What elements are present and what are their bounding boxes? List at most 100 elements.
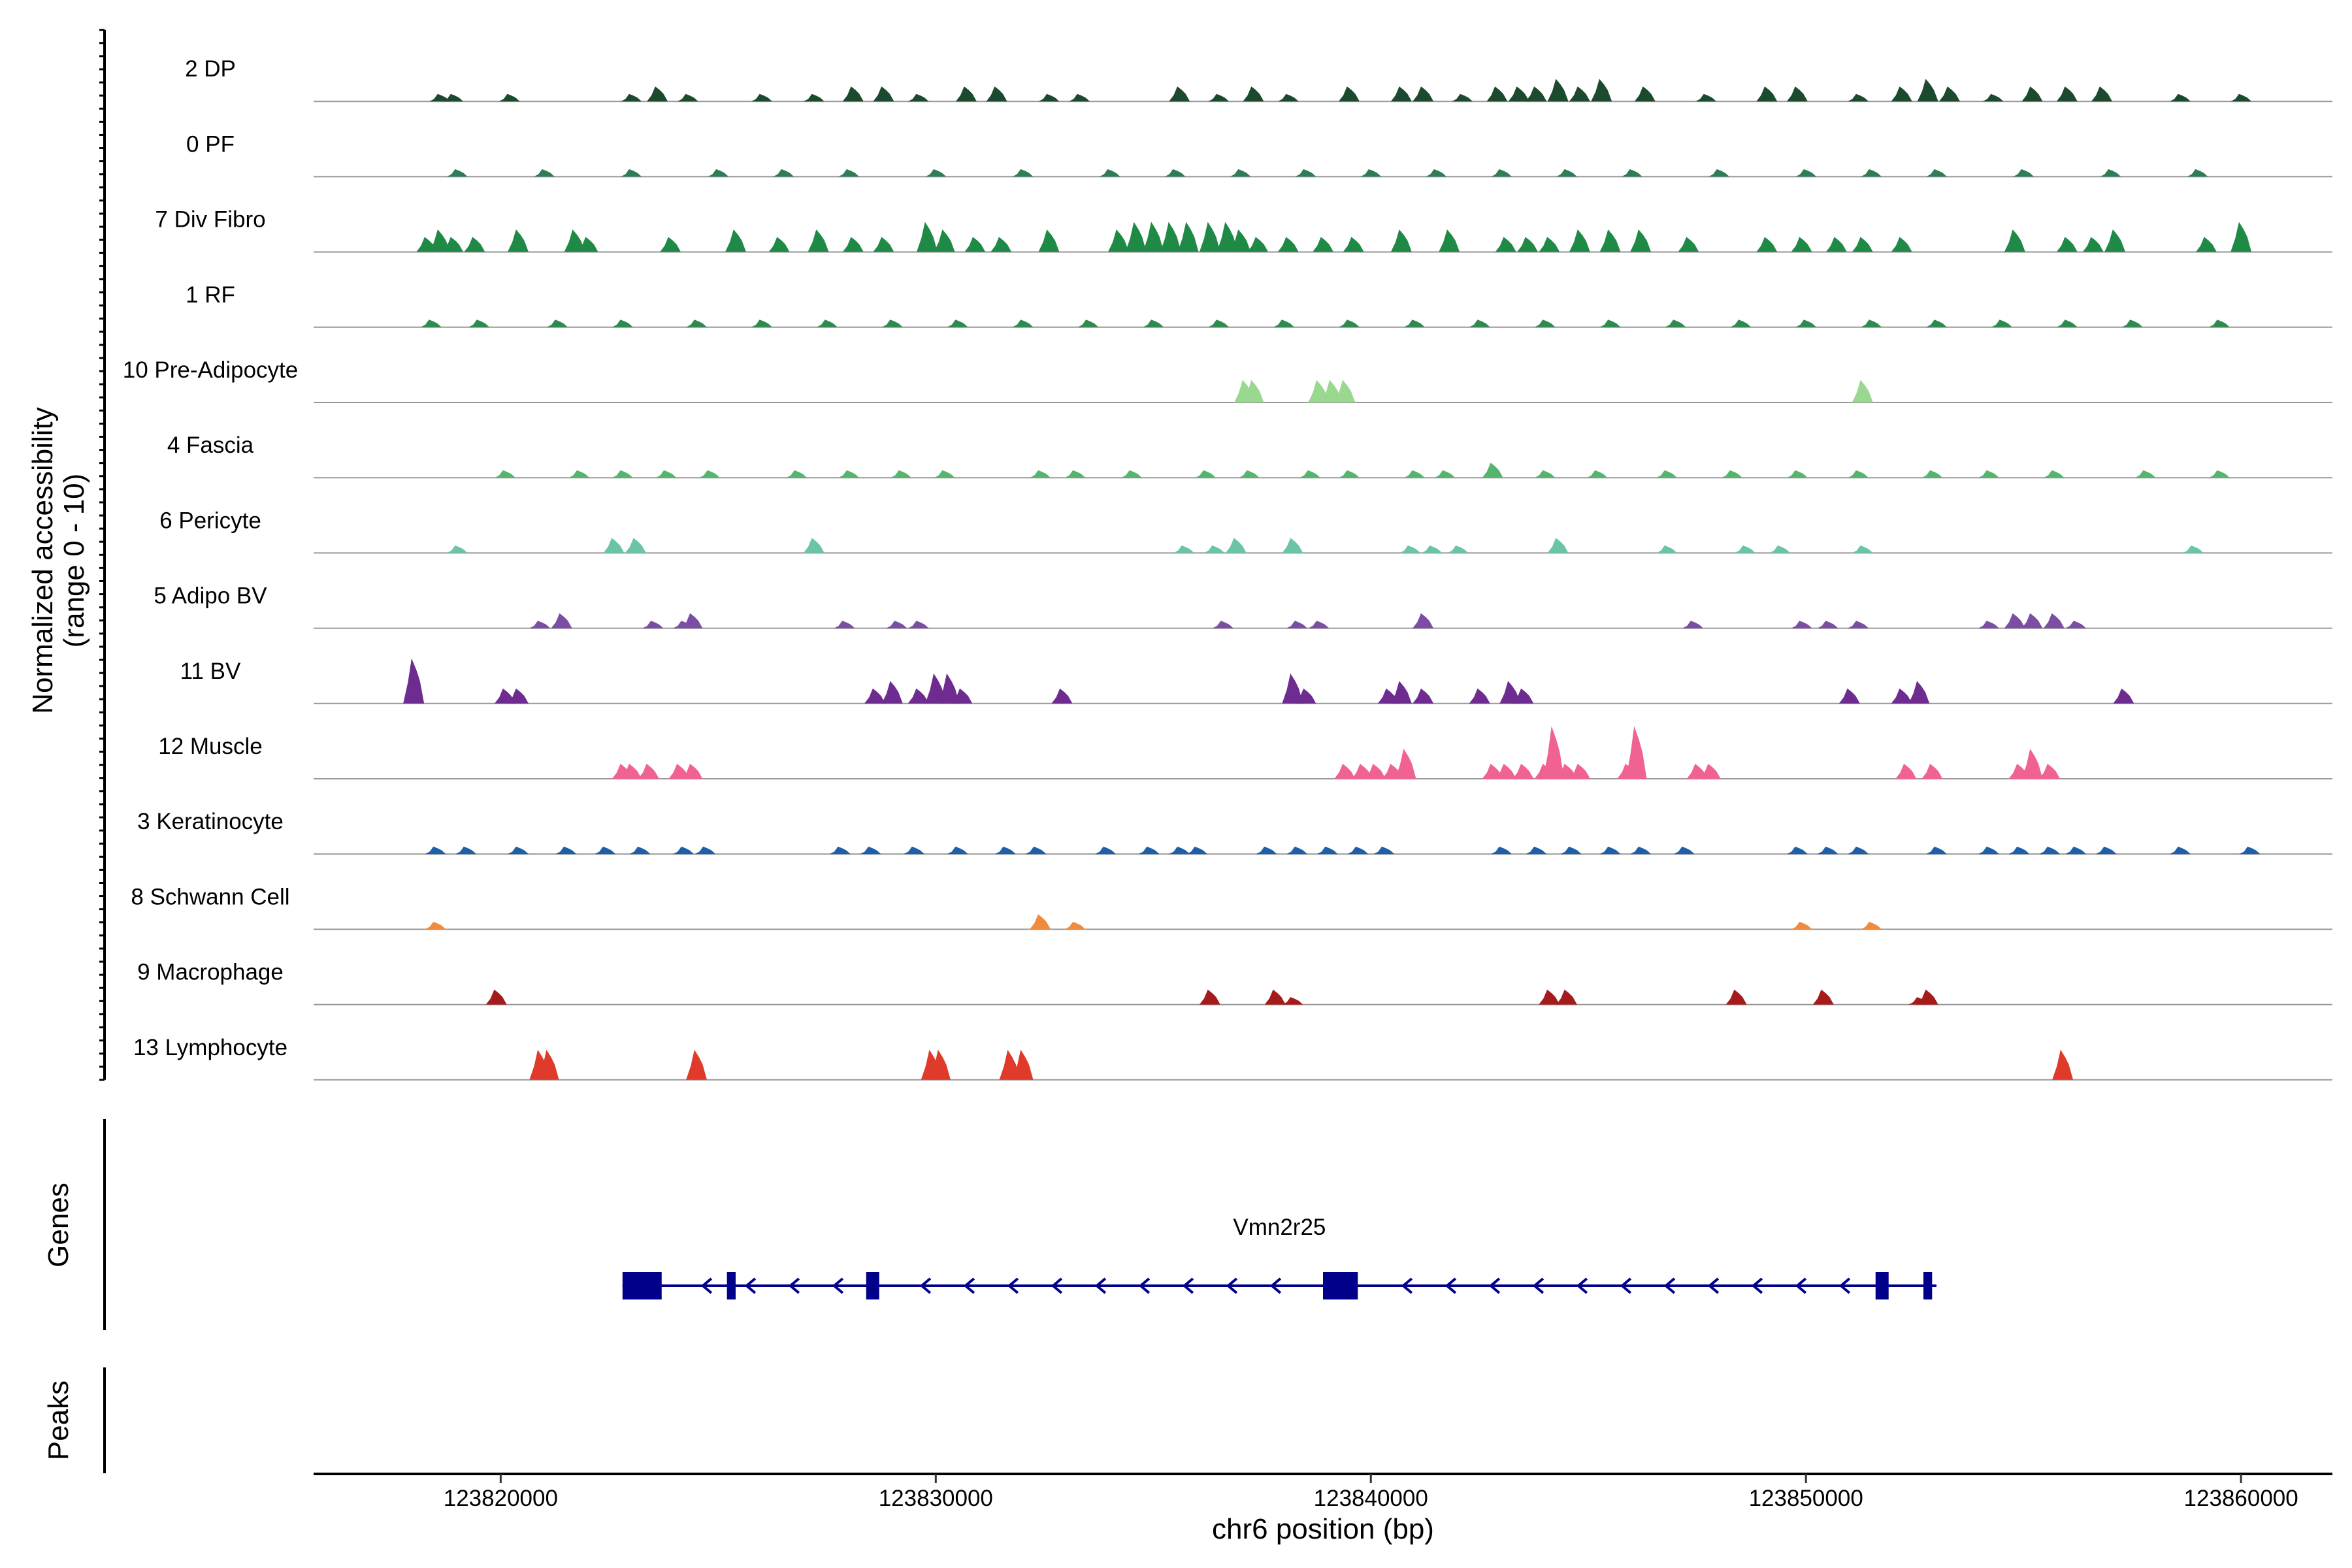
track-7: 6 Pericyte — [159, 508, 2332, 554]
coverage-peak — [1439, 229, 1460, 252]
coverage-peak — [1925, 846, 1947, 855]
coverage-peak — [507, 688, 529, 704]
coverage-peak — [1077, 319, 1099, 327]
coverage-peak — [2065, 846, 2087, 855]
coverage-peak — [495, 470, 516, 478]
coverage-peak — [1852, 237, 1873, 252]
coverage-peak — [1199, 989, 1220, 1005]
coverage-peak — [1908, 681, 1930, 704]
coverage-peak — [495, 688, 516, 704]
coverage-peak — [1665, 319, 1686, 327]
coverage-peak — [621, 169, 642, 177]
coverage-peak — [1786, 846, 1808, 855]
coverage-peak — [842, 237, 864, 252]
coverage-peak — [1347, 846, 1369, 855]
coverage-peak — [1230, 169, 1251, 177]
coverage-peak — [964, 237, 986, 252]
coverage-peak — [446, 169, 468, 177]
coverage-peak — [1243, 380, 1264, 402]
coverage-peak — [612, 470, 633, 478]
coverage-peak — [1038, 229, 1060, 252]
coverage-peak — [1791, 237, 1812, 252]
coverage-peak — [751, 319, 772, 327]
coverage-peak — [1334, 764, 1356, 779]
coverage-peak — [904, 846, 925, 855]
coverage-peak — [1634, 86, 1656, 102]
track-label: 6 Pericyte — [159, 508, 261, 533]
coverage-peak — [568, 470, 590, 478]
coverage-peak — [1125, 221, 1147, 252]
coverage-peak — [1338, 319, 1360, 327]
coverage-peak — [1547, 538, 1569, 553]
coverage-peak — [1925, 169, 1947, 177]
coverage-peak — [2021, 613, 2043, 629]
strand-arrow — [1226, 1277, 1238, 1294]
gene-exon — [1923, 1272, 1933, 1299]
coverage-peak — [1286, 846, 1308, 855]
coverage-peak — [1095, 846, 1117, 855]
coverage-peak — [1921, 764, 1943, 779]
coverage-peak — [1495, 237, 1516, 252]
gene-exon — [1323, 1272, 1358, 1299]
coverage-peak — [1978, 621, 1999, 629]
coverage-peak — [1343, 237, 1364, 252]
coverage-peak — [838, 470, 860, 478]
coverage-peak — [1848, 470, 1869, 478]
coverage-peak — [1295, 169, 1316, 177]
coverage-peak — [1756, 237, 1778, 252]
coverage-peak — [1025, 846, 1047, 855]
coverage-peak — [1426, 169, 1447, 177]
coverage-peak — [1413, 86, 1434, 102]
coverage-peak — [873, 237, 894, 252]
coverage-peak — [507, 846, 529, 855]
coverage-peak — [1030, 470, 1051, 478]
strand-arrow — [919, 1277, 932, 1294]
track-label: 7 Div Fibro — [155, 207, 265, 233]
coverage-peak — [1991, 319, 2012, 327]
coverage-peak — [1482, 764, 1503, 779]
coverage-peak — [1495, 764, 1516, 779]
coverage-peak — [2208, 470, 2230, 478]
coverage-peak — [708, 169, 729, 177]
coverage-peak — [1917, 989, 1938, 1005]
coverage-peak — [925, 169, 947, 177]
coverage-peak — [1373, 846, 1395, 855]
coverage-peak — [1247, 237, 1269, 252]
track-label: 3 Keratinocyte — [137, 809, 284, 834]
coverage-peak — [1725, 989, 1747, 1005]
coverage-peak — [1169, 846, 1190, 855]
gene-exon — [1875, 1272, 1889, 1299]
coverage-peak — [425, 921, 446, 930]
coverage-peak — [842, 86, 864, 102]
coverage-peak — [2021, 749, 2043, 779]
track-label: 5 Adipo BV — [154, 583, 267, 609]
coverage-peak — [864, 688, 886, 704]
coverage-peak — [621, 93, 642, 102]
coverage-peak — [1051, 688, 1073, 704]
strand-arrow — [1269, 1277, 1282, 1294]
coverage-peak — [990, 237, 1012, 252]
track-12: 8 Schwann Cell — [131, 884, 2332, 930]
gene-exon — [727, 1272, 736, 1299]
strand-arrow — [1401, 1277, 1413, 1294]
coverage-peak — [816, 319, 838, 327]
coverage-peak — [1543, 726, 1564, 779]
coverage-peak — [2113, 688, 2134, 704]
coverage-peak — [829, 846, 851, 855]
coverage-peak — [1421, 545, 1443, 553]
coverage-peak — [881, 319, 903, 327]
coverage-peak — [890, 470, 912, 478]
coverage-peak — [455, 846, 477, 855]
coverage-peak — [555, 846, 577, 855]
track-11: 3 Keratinocyte — [137, 809, 2332, 855]
coverage-peak — [538, 1049, 559, 1080]
coverage-peak — [425, 846, 446, 855]
coverage-peak — [1560, 846, 1582, 855]
coverage-peak — [2004, 229, 2025, 252]
coverage-peak — [1682, 621, 1704, 629]
coverage-peak — [1795, 319, 1817, 327]
coverage-peak — [1825, 237, 1847, 252]
coverage-peak — [1812, 989, 1834, 1005]
coverage-peak — [1708, 169, 1730, 177]
coverage-peak — [1556, 764, 1577, 779]
